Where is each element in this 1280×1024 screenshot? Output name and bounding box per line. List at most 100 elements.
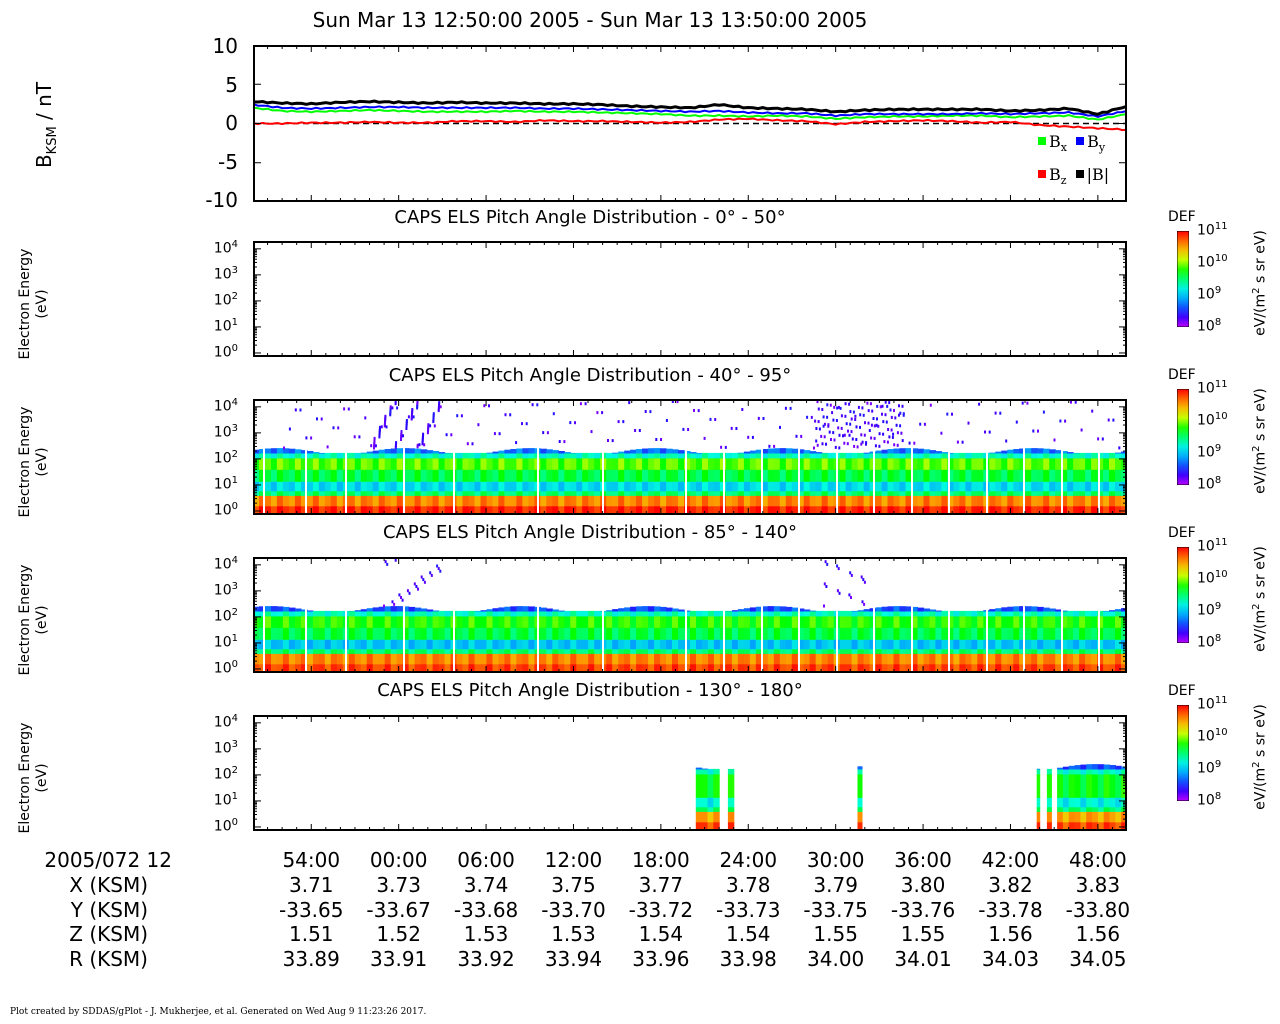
heat-cell — [672, 648, 679, 654]
heat-cell — [1080, 785, 1087, 798]
sparse-count — [861, 406, 864, 410]
panel-title: CAPS ELS Pitch Angle Distribution - 40° … — [388, 365, 792, 386]
heat-cell — [881, 615, 889, 628]
heat-cell — [384, 615, 392, 628]
heat-cell — [474, 663, 482, 673]
sparse-count — [844, 402, 847, 406]
heat-cell — [528, 505, 535, 515]
heat-cell — [971, 648, 978, 654]
heat-cell — [408, 452, 416, 459]
sparse-count — [836, 564, 839, 568]
heat-cell — [947, 457, 954, 470]
heat-cell — [785, 615, 793, 628]
heat-cell — [612, 490, 619, 496]
heat-cell — [300, 452, 308, 459]
heat-cell — [815, 639, 823, 650]
heat-cell — [288, 607, 296, 612]
heat-cell — [318, 639, 326, 650]
heat-cell — [360, 648, 368, 654]
heat-cell — [809, 457, 817, 470]
heat-cell — [1037, 481, 1044, 492]
sparse-count — [826, 403, 829, 407]
heat-cell — [1055, 653, 1062, 665]
sparse-count — [967, 421, 970, 425]
heat-cell — [330, 495, 338, 507]
heat-cell — [1019, 606, 1026, 612]
heat-cell — [552, 627, 559, 640]
heat-cell — [1091, 457, 1098, 470]
sparse-count — [437, 407, 440, 411]
heat-cell — [408, 639, 416, 650]
heat-cell — [785, 448, 793, 454]
heat-cell — [552, 490, 559, 496]
heat-cell — [773, 452, 781, 459]
mag-ytick: -10 — [205, 188, 238, 212]
sparse-count — [876, 417, 878, 421]
heat-cell — [414, 607, 422, 612]
heat-cell — [564, 481, 571, 492]
heat-cell — [929, 663, 937, 673]
sparse-count — [821, 408, 824, 411]
heat-cell — [1080, 806, 1087, 812]
heat-cell — [666, 505, 673, 515]
heat-cell — [725, 648, 733, 654]
heat-cell — [827, 481, 835, 492]
heat-cell — [941, 648, 948, 654]
heat-cell — [570, 653, 577, 665]
heat-cell — [947, 505, 954, 515]
heat-cell — [696, 469, 703, 482]
heat-cell — [1055, 490, 1062, 496]
heat-cell — [977, 648, 984, 654]
heat-cell — [288, 495, 296, 507]
heat-cell — [1092, 768, 1099, 775]
heat-cell — [672, 663, 679, 673]
heat-cell — [803, 495, 811, 507]
heat-cell — [791, 627, 799, 640]
data-gap — [761, 446, 763, 515]
heat-cell — [265, 615, 272, 628]
heat-cell — [288, 615, 296, 628]
heat-cell — [1049, 481, 1056, 492]
heat-cell — [540, 469, 547, 482]
heat-cell — [552, 495, 559, 507]
colorbar-gradient — [1177, 389, 1189, 485]
heat-cell — [558, 639, 565, 650]
heat-cell — [259, 495, 266, 507]
heat-cell — [797, 610, 805, 617]
heat-cell — [498, 495, 505, 507]
heat-cell — [288, 481, 296, 492]
sparse-count — [660, 438, 662, 441]
heat-cell — [648, 610, 655, 617]
sparse-count — [389, 405, 392, 409]
heat-cell — [690, 490, 697, 496]
sparse-count — [405, 419, 408, 422]
heat-cell — [456, 490, 464, 496]
heat-cell — [869, 495, 877, 507]
sparse-count — [378, 432, 381, 436]
sparse-count — [439, 569, 442, 573]
heat-cell — [911, 469, 919, 482]
heat-cell — [863, 495, 871, 507]
sparse-count — [515, 441, 518, 445]
heat-cell — [935, 648, 942, 654]
heat-cell — [510, 627, 517, 640]
sparse-count — [405, 422, 408, 426]
heat-cell — [660, 663, 667, 673]
sparse-count — [833, 405, 836, 409]
sparse-count — [429, 571, 432, 575]
heat-cell — [456, 627, 464, 640]
sparse-count — [483, 404, 486, 408]
heat-cell — [1067, 452, 1074, 459]
heat-cell — [372, 627, 380, 640]
heat-cell — [1097, 811, 1105, 823]
heat-cell — [618, 505, 625, 515]
heat-cell — [1115, 615, 1122, 628]
heat-cell — [642, 663, 649, 673]
heat-cell — [941, 653, 948, 665]
ephemeris-cell-time: 00:00 — [369, 848, 428, 872]
heat-cell — [995, 610, 1002, 617]
heat-cell — [384, 648, 392, 654]
heat-cell — [779, 606, 787, 612]
heat-cell — [857, 452, 865, 459]
heat-cell — [672, 639, 679, 650]
